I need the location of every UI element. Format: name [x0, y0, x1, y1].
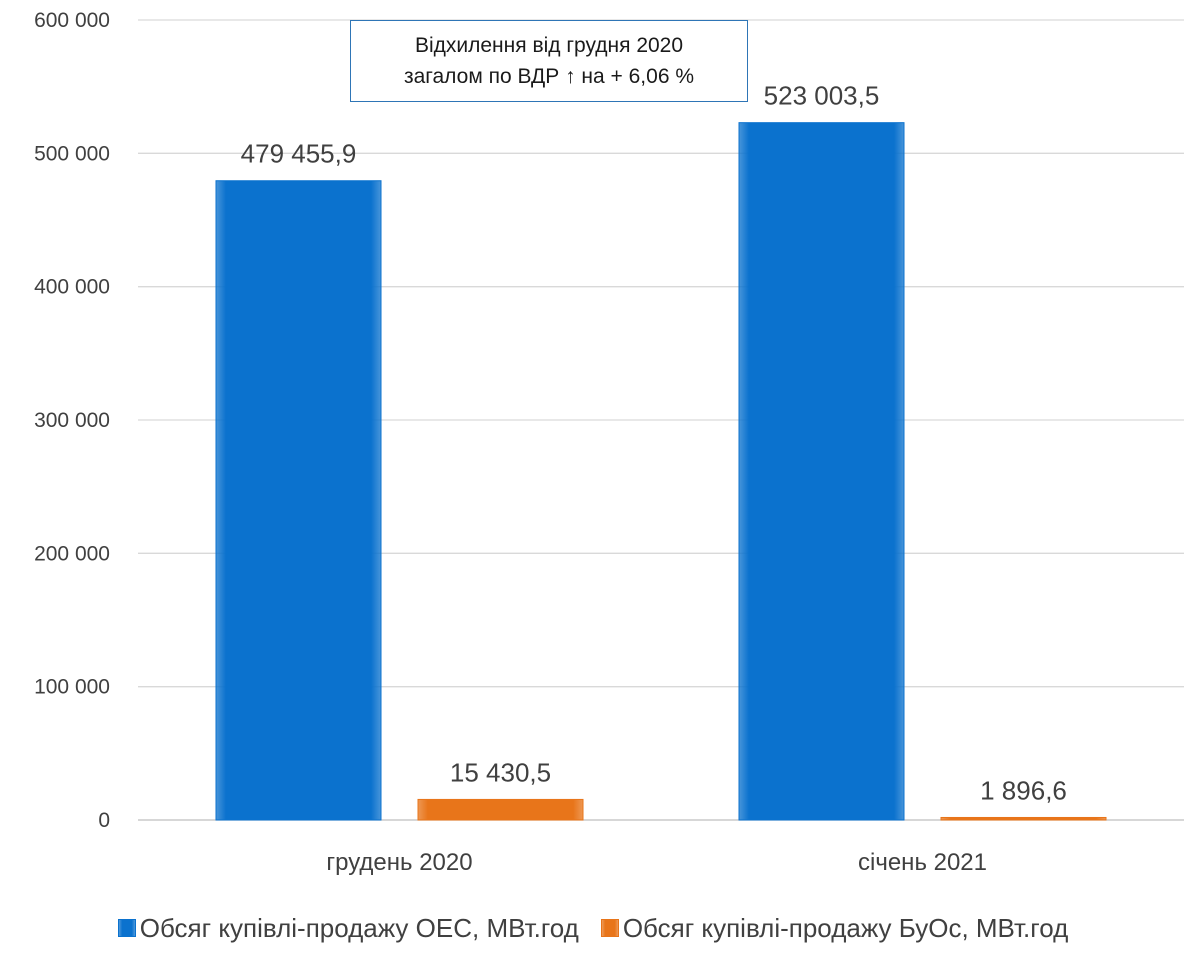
bar	[417, 798, 584, 821]
y-tick-label: 600 000	[34, 9, 110, 32]
y-tick-label: 400 000	[34, 276, 110, 299]
data-label: 15 430,5	[450, 757, 551, 787]
data-label: 1 896,6	[980, 775, 1067, 805]
data-label: 479 455,9	[241, 139, 357, 169]
bar	[738, 122, 905, 821]
legend-label-buos: Обсяг купівлі-продажу БуОс, МВт.год	[622, 912, 1069, 943]
legend-swatch-oes	[117, 919, 136, 937]
y-tick-label: 100 000	[34, 676, 110, 699]
y-tick-label: 200 000	[34, 542, 110, 565]
deviation-annotation: Відхилення від грудня 2020 загалом по ВД…	[350, 20, 748, 102]
x-category-label: грудень 2020	[326, 849, 472, 876]
legend-swatch-buos	[600, 919, 619, 937]
chart-legend: Обсяг купівлі-продажу ОЕС, МВт.год Обсяг…	[0, 908, 1186, 948]
x-category-label: січень 2021	[858, 849, 987, 876]
y-tick-label: 500 000	[34, 142, 110, 165]
legend-item-buos: Обсяг купівлі-продажу БуОс, МВт.год	[600, 912, 1069, 944]
annotation-line-1: Відхилення від грудня 2020	[414, 34, 684, 57]
annotation-line-2: загалом по ВДР ↑ на + 6,06 %	[403, 65, 695, 88]
y-tick-label: 300 000	[34, 409, 110, 432]
bar	[940, 816, 1107, 821]
bar	[215, 180, 382, 821]
data-label: 523 003,5	[764, 81, 880, 111]
y-tick-label: 0	[98, 809, 110, 832]
bar-chart: 0 100 000 200 000 300 000 400 000 500 000 600 …	[34, 9, 1184, 876]
legend-item-oes: Обсяг купівлі-продажу ОЕС, МВт.год	[117, 912, 579, 944]
legend-label-oes: Обсяг купівлі-продажу ОЕС, МВт.год	[139, 912, 579, 943]
